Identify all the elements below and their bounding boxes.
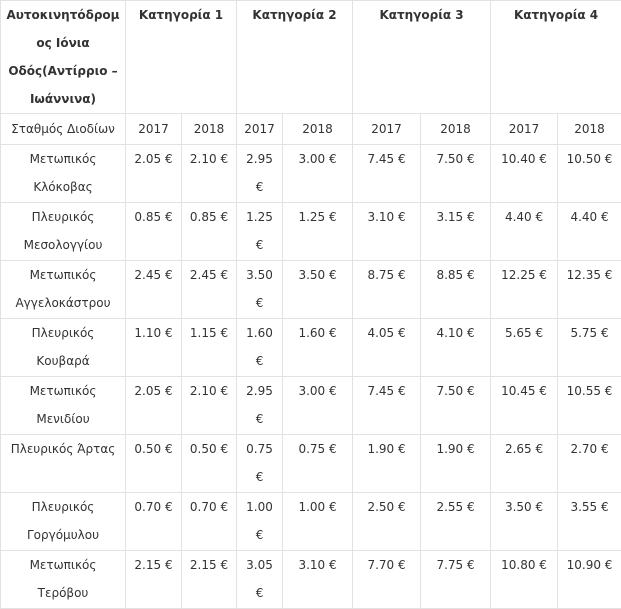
price: 2.95 € bbox=[237, 377, 283, 435]
price: 3.50 € bbox=[237, 261, 283, 319]
price: 2.15 € bbox=[182, 551, 237, 609]
price: 7.45 € bbox=[353, 145, 421, 203]
station: Μετωπικός Μενιδίου bbox=[1, 377, 126, 435]
price: 10.50 € bbox=[558, 145, 621, 203]
price: 0.75 € bbox=[283, 435, 353, 493]
price: 2.10 € bbox=[182, 145, 237, 203]
price: 3.05 € bbox=[237, 551, 283, 609]
price: 3.15 € bbox=[421, 203, 491, 261]
price: 10.45 € bbox=[491, 377, 558, 435]
price: 2.10 € bbox=[182, 377, 237, 435]
price: 1.15 € bbox=[182, 319, 237, 377]
price: 1.25 € bbox=[283, 203, 353, 261]
price: 1.90 € bbox=[353, 435, 421, 493]
page: Αυτοκινητόδρομος Ιόνια Οδός(Αντίρριο – Ι… bbox=[0, 0, 621, 581]
price: 0.70 € bbox=[182, 493, 237, 551]
category-header: Κατηγορία 2 bbox=[237, 1, 353, 114]
station: Μετωπικός Αγγελοκάστρου bbox=[1, 261, 126, 319]
price: 2.50 € bbox=[353, 493, 421, 551]
year: 2018 bbox=[182, 114, 237, 145]
price: 3.50 € bbox=[283, 261, 353, 319]
station: Πλευρικός Γοργόμυλου bbox=[1, 493, 126, 551]
price: 3.55 € bbox=[558, 493, 621, 551]
price: 5.65 € bbox=[491, 319, 558, 377]
category-header: Κατηγορία 3 bbox=[353, 1, 491, 114]
station: Πλευρικός Κουβαρά bbox=[1, 319, 126, 377]
price: 10.40 € bbox=[491, 145, 558, 203]
price: 8.85 € bbox=[421, 261, 491, 319]
header-title: Αυτοκινητόδρομος Ιόνια Οδός(Αντίρριο – Ι… bbox=[1, 1, 126, 114]
price: 1.60 € bbox=[237, 319, 283, 377]
price: 7.45 € bbox=[353, 377, 421, 435]
price: 2.65 € bbox=[491, 435, 558, 493]
price: 12.35 € bbox=[558, 261, 621, 319]
station: Μετωπικός Κλόκοβας bbox=[1, 145, 126, 203]
price: 1.90 € bbox=[421, 435, 491, 493]
price: 1.25 € bbox=[237, 203, 283, 261]
year: 2017 bbox=[237, 114, 283, 145]
price: 4.10 € bbox=[421, 319, 491, 377]
station-label: Σταθμός Διοδίων bbox=[1, 114, 126, 145]
price: 0.85 € bbox=[182, 203, 237, 261]
category-header: Κατηγορία 4 bbox=[491, 1, 621, 114]
year: 2017 bbox=[126, 114, 182, 145]
price: 8.75 € bbox=[353, 261, 421, 319]
price: 10.80 € bbox=[491, 551, 558, 609]
price: 12.25 € bbox=[491, 261, 558, 319]
price: 0.50 € bbox=[126, 435, 182, 493]
year: 2017 bbox=[491, 114, 558, 145]
station: Μετωπικός Τερόβου bbox=[1, 551, 126, 609]
price: 7.50 € bbox=[421, 145, 491, 203]
price: 2.55 € bbox=[421, 493, 491, 551]
year: 2018 bbox=[558, 114, 621, 145]
price: 2.70 € bbox=[558, 435, 621, 493]
price: 1.00 € bbox=[283, 493, 353, 551]
category-header: Κατηγορία 1 bbox=[126, 1, 237, 114]
year: 2018 bbox=[283, 114, 353, 145]
price: 2.45 € bbox=[182, 261, 237, 319]
price: 2.05 € bbox=[126, 145, 182, 203]
price: 0.50 € bbox=[182, 435, 237, 493]
station: Πλευρικός Μεσολογγίου bbox=[1, 203, 126, 261]
price: 1.60 € bbox=[283, 319, 353, 377]
price: 5.75 € bbox=[558, 319, 621, 377]
price: 0.70 € bbox=[126, 493, 182, 551]
price: 3.10 € bbox=[353, 203, 421, 261]
price: 4.05 € bbox=[353, 319, 421, 377]
price: 0.75 € bbox=[237, 435, 283, 493]
price: 3.00 € bbox=[283, 377, 353, 435]
price: 2.95 € bbox=[237, 145, 283, 203]
price: 7.50 € bbox=[421, 377, 491, 435]
station: Πλευρικός Άρτας bbox=[1, 435, 126, 493]
price: 1.10 € bbox=[126, 319, 182, 377]
price: 4.40 € bbox=[558, 203, 621, 261]
price: 2.45 € bbox=[126, 261, 182, 319]
price: 2.05 € bbox=[126, 377, 182, 435]
price: 10.90 € bbox=[558, 551, 621, 609]
price: 3.10 € bbox=[283, 551, 353, 609]
price: 7.75 € bbox=[421, 551, 491, 609]
price: 2.15 € bbox=[126, 551, 182, 609]
price: 10.55 € bbox=[558, 377, 621, 435]
price: 3.00 € bbox=[283, 145, 353, 203]
price: 1.00 € bbox=[237, 493, 283, 551]
price: 4.40 € bbox=[491, 203, 558, 261]
year: 2017 bbox=[353, 114, 421, 145]
header-row: Αυτοκινητόδρομος Ιόνια Οδός(Αντίρριο – Ι… bbox=[1, 1, 621, 114]
price: 7.70 € bbox=[353, 551, 421, 609]
price: 0.85 € bbox=[126, 203, 182, 261]
year: 2018 bbox=[421, 114, 491, 145]
price: 3.50 € bbox=[491, 493, 558, 551]
